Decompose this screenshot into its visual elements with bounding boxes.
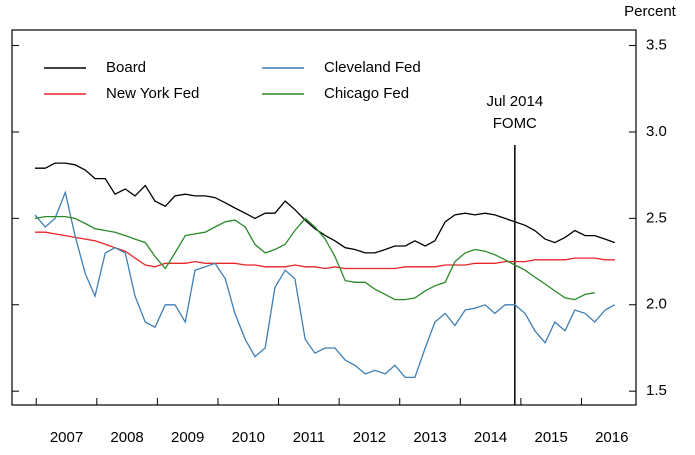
x-tick-label: 2009 — [171, 429, 204, 446]
legend-label: New York Fed — [106, 85, 199, 102]
series-line — [35, 162, 616, 254]
y-tick-label: 3.0 — [646, 123, 667, 140]
x-tick-label: 2010 — [232, 429, 265, 446]
legend-label: Chicago Fed — [324, 85, 409, 102]
legend-label: Board — [106, 59, 146, 76]
x-tick-label: 2008 — [110, 429, 143, 446]
y-axis-label: Percent — [624, 3, 677, 20]
annotation-text: Jul 2014 — [486, 93, 543, 110]
legend-label: Cleveland Fed — [324, 59, 421, 76]
y-tick-label: 2.0 — [646, 296, 667, 313]
x-tick-label: 2013 — [413, 429, 446, 446]
plot-frame — [11, 29, 637, 406]
x-tick-label: 2016 — [595, 429, 628, 446]
y-tick-label: 2.5 — [646, 209, 667, 226]
x-tick-label: 2012 — [353, 429, 386, 446]
annotation-text: FOMC — [493, 115, 537, 132]
series-line — [34, 190, 616, 379]
y-tick-label: 3.5 — [646, 37, 667, 54]
series-line — [34, 215, 595, 301]
series-line — [35, 231, 615, 270]
x-tick-label: 2007 — [50, 429, 83, 446]
y-tick-label: 1.5 — [646, 382, 667, 399]
x-tick-label: 2011 — [293, 429, 325, 446]
x-tick-label: 2015 — [534, 429, 567, 446]
x-tick-label: 2014 — [474, 429, 507, 446]
